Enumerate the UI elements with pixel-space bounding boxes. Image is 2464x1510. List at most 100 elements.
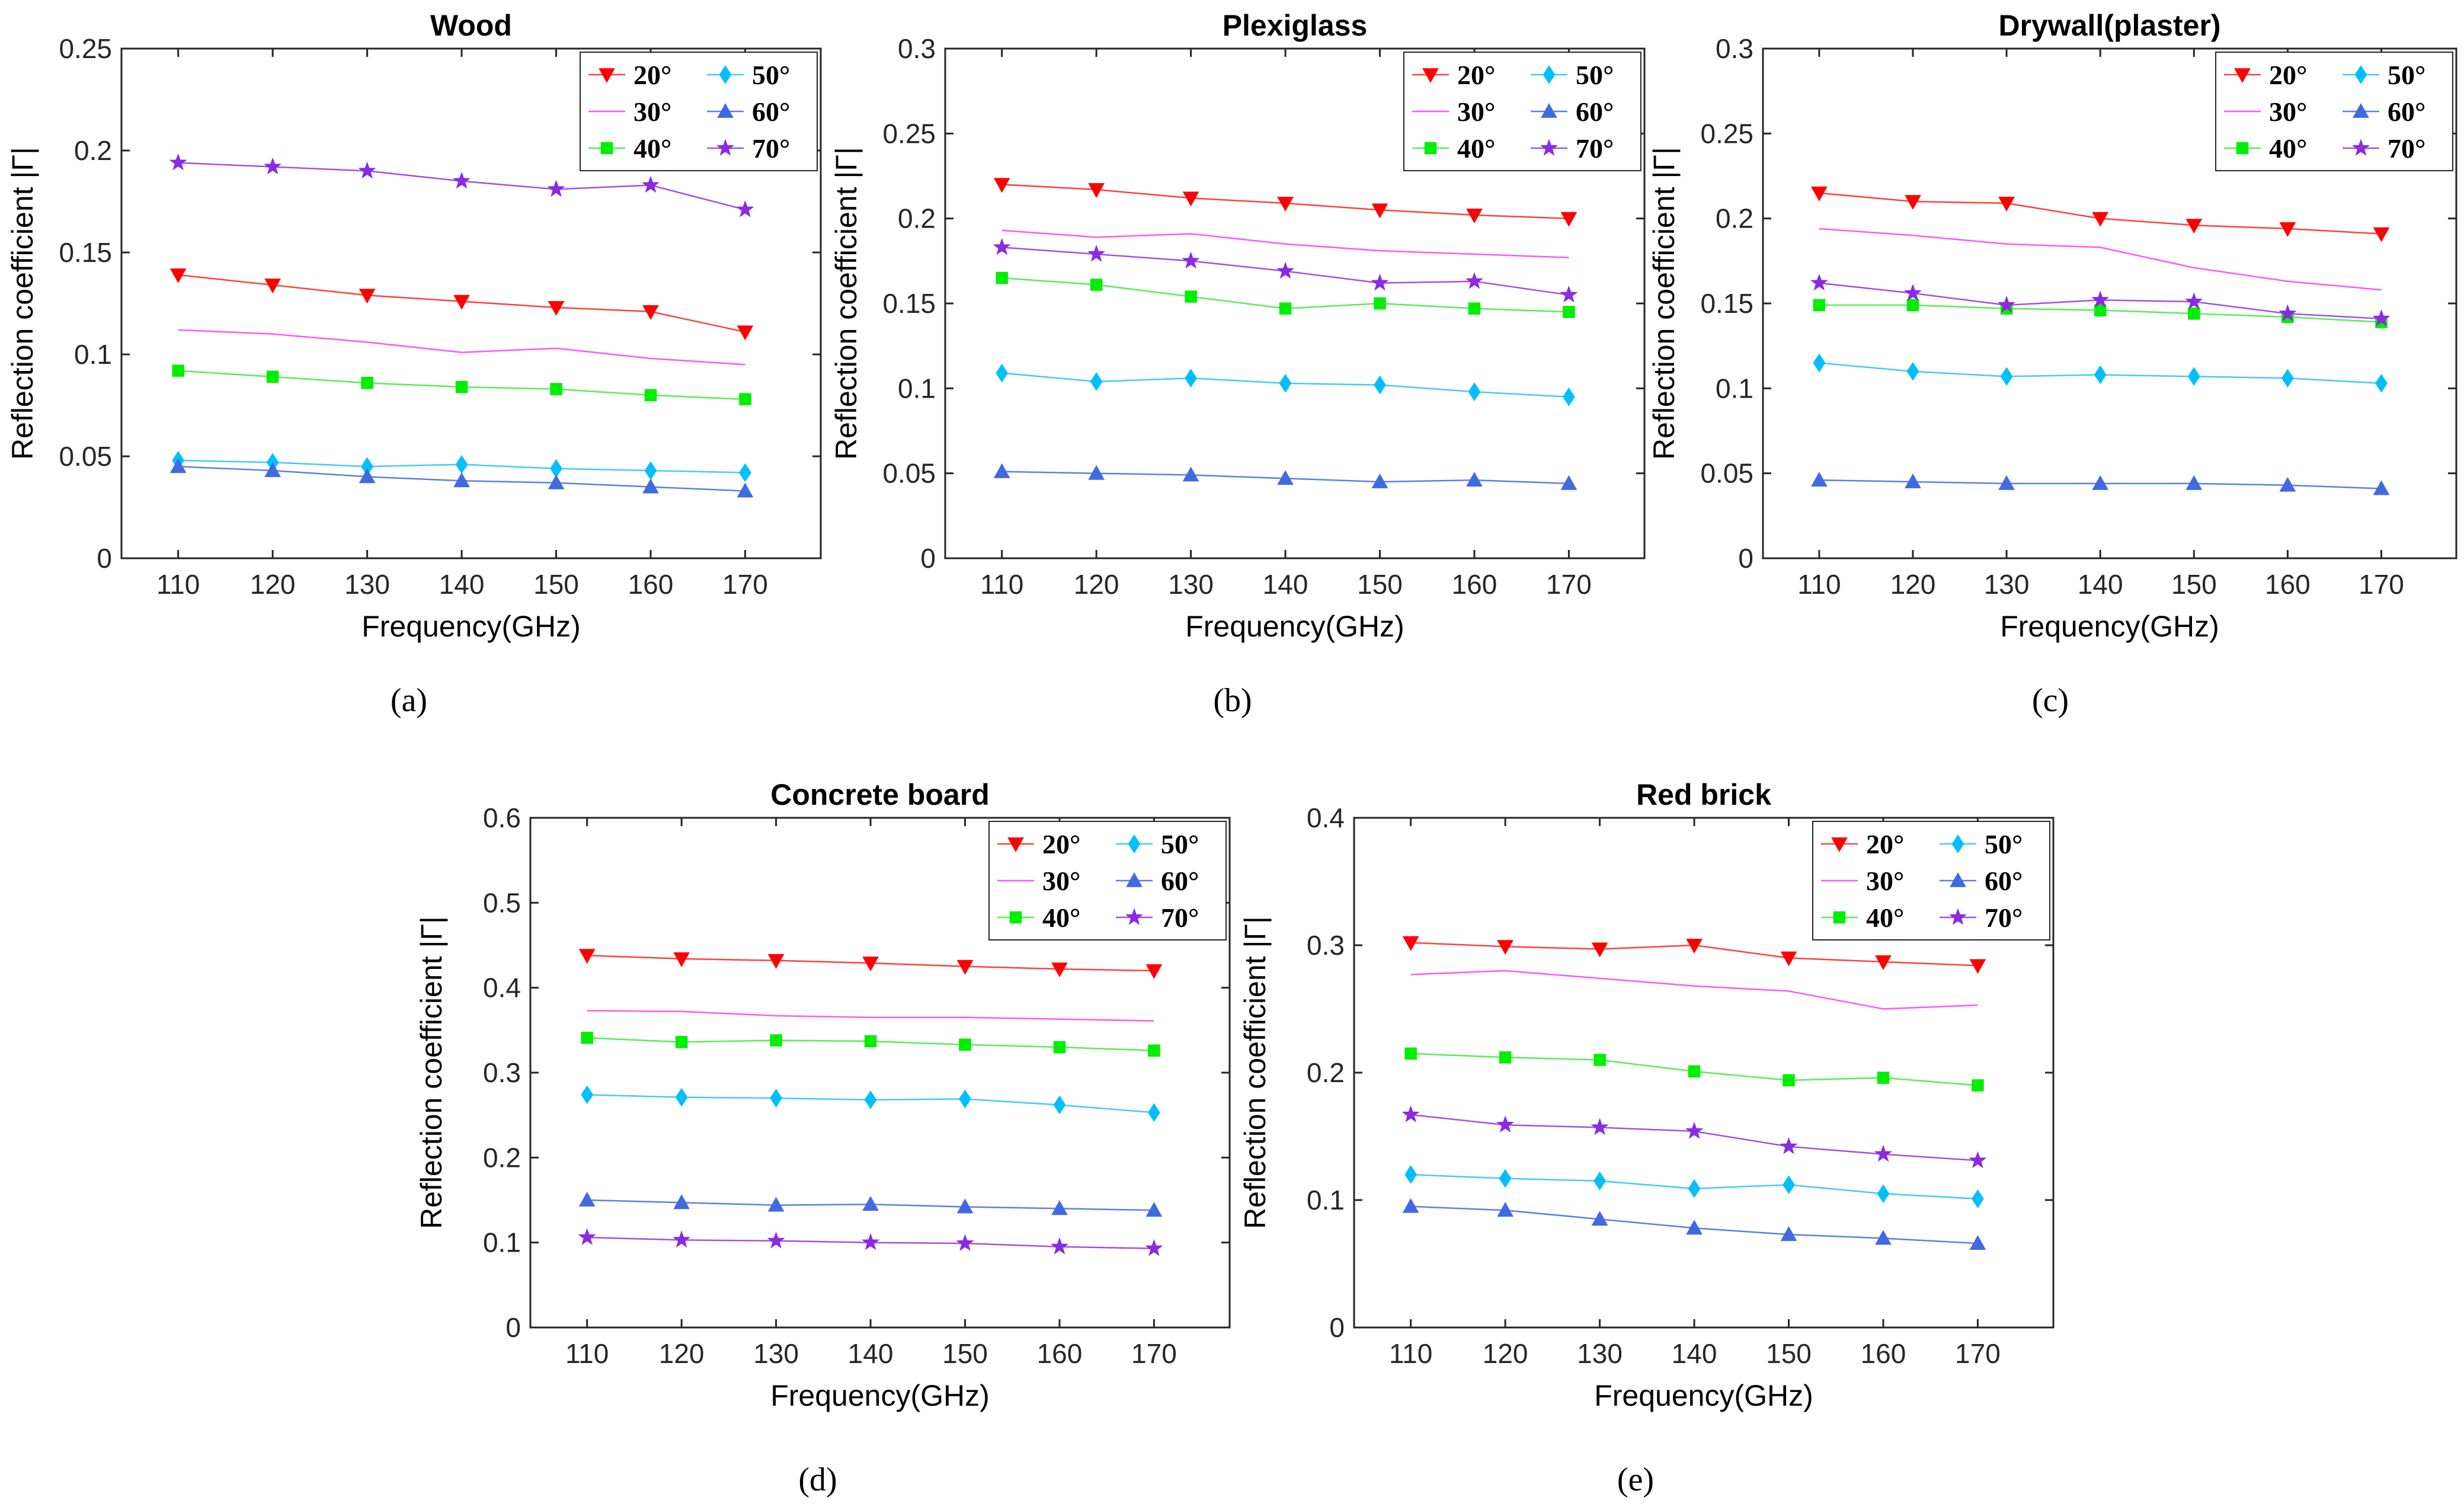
series-1: [587, 1010, 1154, 1022]
legend-label: 60°: [1985, 866, 2023, 896]
y-tick-label: 0.1: [1716, 373, 1753, 404]
series-line: [178, 329, 745, 366]
data-point: [169, 268, 187, 283]
data-point: [1497, 1202, 1513, 1217]
data-point: [767, 954, 785, 969]
chart-title: Wood: [430, 9, 512, 42]
legend: 20° 30° 40° 50° 60° 70°: [2215, 52, 2453, 171]
x-tick-label: 120: [1890, 569, 1936, 600]
series-line: [1410, 1114, 1978, 1162]
legend: 20° 30° 40° 50° 60° 70°: [988, 821, 1227, 940]
data-point: [1279, 302, 1292, 315]
series-2: [996, 271, 1575, 318]
data-point: [1969, 959, 1986, 974]
data-point: [1998, 196, 2015, 212]
data-point: [767, 1197, 785, 1212]
legend-label: 60°: [1161, 866, 1199, 896]
legend-marker: [1125, 908, 1144, 925]
data-point: [1877, 1184, 1890, 1204]
legend-label: 50°: [2388, 60, 2425, 90]
data-point: [2281, 369, 2294, 388]
chart-title: Drywall(plaster): [1998, 9, 2220, 42]
y-tick-label: 0.4: [1307, 802, 1345, 833]
data-point: [1053, 1041, 1066, 1054]
data-point: [1088, 465, 1105, 480]
data-point: [1875, 1230, 1892, 1245]
data-point: [736, 200, 754, 217]
legend-marker: [716, 139, 735, 156]
y-tick-label: 0.3: [1716, 33, 1753, 64]
data-point: [2188, 307, 2200, 320]
data-point: [993, 463, 1010, 478]
data-point: [169, 153, 187, 171]
data-point: [1374, 375, 1386, 395]
data-point: [1780, 1137, 1798, 1154]
data-point: [2094, 365, 2107, 385]
y-tick-label: 0.15: [1700, 288, 1753, 319]
y-axis-label: Reflection coefficient |Γ|: [1647, 147, 1681, 460]
data-point: [996, 363, 1009, 383]
data-point: [1465, 271, 1484, 289]
legend-label: 30°: [1042, 866, 1080, 896]
y-axis-label: Reflection coefficient |Γ|: [1239, 916, 1272, 1229]
data-point: [548, 474, 565, 490]
x-tick-label: 170: [1131, 1338, 1177, 1369]
data-point: [1051, 962, 1068, 978]
x-tick-label: 110: [980, 569, 1023, 600]
data-point: [1053, 1095, 1066, 1115]
x-tick-label: 110: [1797, 569, 1841, 600]
chart-concrete-board: Concrete board 0 0.1 0.2 0.3 0.4 0.5 0.6 110 120 1…: [415, 778, 1231, 1412]
caption-d: (d): [798, 1461, 837, 1498]
x-tick-label: 130: [344, 569, 390, 600]
legend-marker: [719, 65, 732, 84]
data-point: [1560, 212, 1577, 227]
x-tick-label: 150: [942, 1338, 988, 1369]
legend-label: 70°: [1985, 903, 2023, 933]
y-tick-label: 0.2: [1307, 1057, 1345, 1088]
data-point: [1499, 1051, 1512, 1064]
legend-marker: [2353, 103, 2369, 118]
data-point: [1277, 470, 1294, 485]
x-tick-label: 150: [533, 569, 579, 600]
x-tick-label: 120: [1074, 569, 1119, 600]
data-point: [642, 478, 659, 494]
y-tick-label: 0.25: [59, 33, 112, 64]
legend-marker: [1128, 834, 1141, 853]
legend-label: 60°: [752, 97, 790, 127]
data-point: [2187, 367, 2200, 386]
data-point: [1276, 261, 1295, 279]
data-point: [2279, 222, 2296, 237]
data-point: [1401, 1105, 1420, 1122]
data-point: [864, 1090, 877, 1109]
data-point: [673, 952, 690, 967]
y-tick-label: 0.3: [1307, 930, 1345, 961]
y-axis-label: Reflection coefficient |Γ|: [415, 916, 448, 1229]
y-tick-label: 0.2: [74, 135, 112, 166]
data-point: [1811, 472, 1828, 487]
series-4: [578, 1191, 1163, 1217]
series-2: [172, 364, 751, 405]
data-point: [1374, 297, 1386, 310]
y-tick-label: 0.6: [483, 802, 521, 833]
data-point: [1185, 290, 1197, 303]
data-point: [1279, 373, 1292, 393]
x-tick-label: 130: [1168, 569, 1214, 600]
data-point: [1563, 387, 1575, 407]
data-point: [1185, 369, 1197, 388]
series-3: [996, 363, 1575, 407]
y-tick-label: 0.05: [59, 441, 112, 472]
caption-b: (b): [1213, 682, 1252, 719]
data-point: [739, 463, 751, 482]
x-axis-label: Frequency(GHz): [1185, 610, 1404, 643]
data-point: [1468, 302, 1481, 315]
legend-label: 40°: [1042, 903, 1080, 933]
legend-label: 70°: [1161, 903, 1199, 933]
y-tick-label: 0.15: [59, 237, 112, 268]
x-tick-label: 160: [2265, 569, 2311, 600]
data-point: [453, 171, 471, 189]
data-point: [1090, 279, 1103, 291]
legend-label: 50°: [1161, 829, 1199, 859]
data-point: [862, 1233, 880, 1250]
data-point: [1972, 1189, 1984, 1208]
